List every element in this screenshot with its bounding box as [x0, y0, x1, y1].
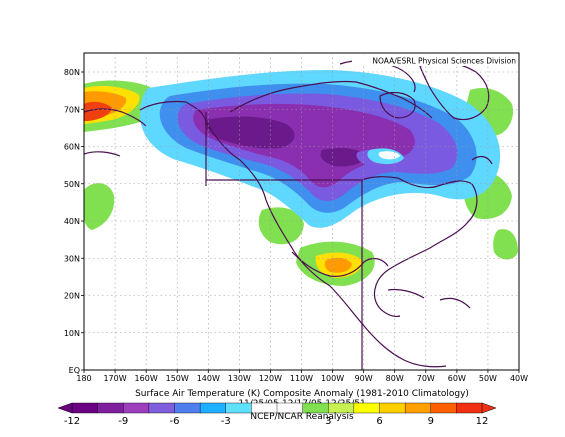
graticule — [81, 53, 520, 373]
lat-label: 20N — [64, 292, 80, 301]
colorbar-swatch — [456, 402, 483, 414]
lat-label: 60N — [64, 143, 80, 152]
colorbar-swatch — [97, 402, 124, 414]
latitude-labels: 80N 70N 60N 50N 40N 30N 20N 10N EQ — [64, 68, 80, 375]
colorbar-tick-label: 12 — [476, 416, 489, 427]
colorbar-max-arrow — [481, 402, 497, 414]
lat-label: 50N — [64, 180, 80, 189]
lon-label: 90W — [355, 374, 373, 383]
colorbar-swatch — [353, 402, 380, 414]
lat-label: 10N — [64, 329, 80, 338]
anomaly-field — [84, 53, 519, 370]
lon-label: 180 — [76, 374, 91, 383]
colorbar-swatch — [123, 402, 150, 414]
lon-label: 110W — [290, 374, 313, 383]
colorbar-tick-label: 9 — [428, 416, 434, 427]
colorbar-swatch — [199, 402, 227, 414]
warm-anomaly-alaska-siberia — [84, 80, 159, 132]
lat-label: EQ — [69, 366, 80, 375]
lat-label: 80N — [64, 68, 80, 77]
colorbar-min-arrow — [57, 402, 73, 414]
colorbar-tick-label: 6 — [376, 416, 382, 427]
colorbar-tick-label: -9 — [118, 416, 128, 427]
lon-label: 170W — [103, 374, 126, 383]
warm-anomaly-southwest — [258, 207, 304, 245]
coastlines — [84, 59, 493, 370]
lon-label: 150W — [166, 374, 189, 383]
colorbar-swatch — [71, 402, 99, 414]
colorbar-swatch — [148, 402, 175, 414]
lon-label: 100W — [321, 374, 344, 383]
credit-text: NOAA/ESRL Physical Sciences Division — [372, 57, 516, 66]
colorbar-tick-label: -3 — [221, 416, 231, 427]
colorbar-labels: -12 -9 -6 -3 3 6 9 12 — [64, 416, 489, 427]
colorbar-swatch — [225, 402, 252, 414]
colorbar — [57, 402, 497, 414]
colorbar-swatch — [379, 402, 406, 414]
warm-anomaly-north-atlantic — [493, 229, 518, 260]
source-label: NCEP/NCAR Reanalysis — [250, 412, 354, 422]
warm-anomaly-gulf-mexico — [296, 241, 375, 286]
lon-label: 60W — [448, 374, 466, 383]
lat-label: 30N — [64, 254, 80, 263]
map-title: Surface Air Temperature (K) Composite An… — [135, 389, 469, 399]
colorbar-swatch — [430, 402, 457, 414]
lon-label: 50W — [479, 374, 497, 383]
colorbar-swatch — [174, 402, 201, 414]
colorbar-tick-label: -6 — [170, 416, 180, 427]
colorbar-swatch — [404, 402, 432, 414]
lat-label: 40N — [64, 217, 80, 226]
lat-label: 70N — [64, 105, 80, 114]
lon-label: 130W — [228, 374, 251, 383]
lon-label: 70W — [417, 374, 435, 383]
colorbar-tick-label: 3 — [325, 416, 331, 427]
lon-label: 140W — [197, 374, 220, 383]
lon-label: 120W — [259, 374, 282, 383]
lon-label: 80W — [386, 374, 404, 383]
colorbar-tick-label: -12 — [64, 416, 80, 427]
credit-box — [352, 55, 518, 66]
warm-anomaly-pacific — [84, 183, 115, 230]
longitude-labels: 180 170W 160W 150W 140W 130W 120W 110W 100W 90W 80… — [76, 374, 528, 383]
lon-label: 40W — [510, 374, 528, 383]
lon-label: 160W — [135, 374, 158, 383]
cold-anomaly-north-america — [139, 70, 501, 228]
